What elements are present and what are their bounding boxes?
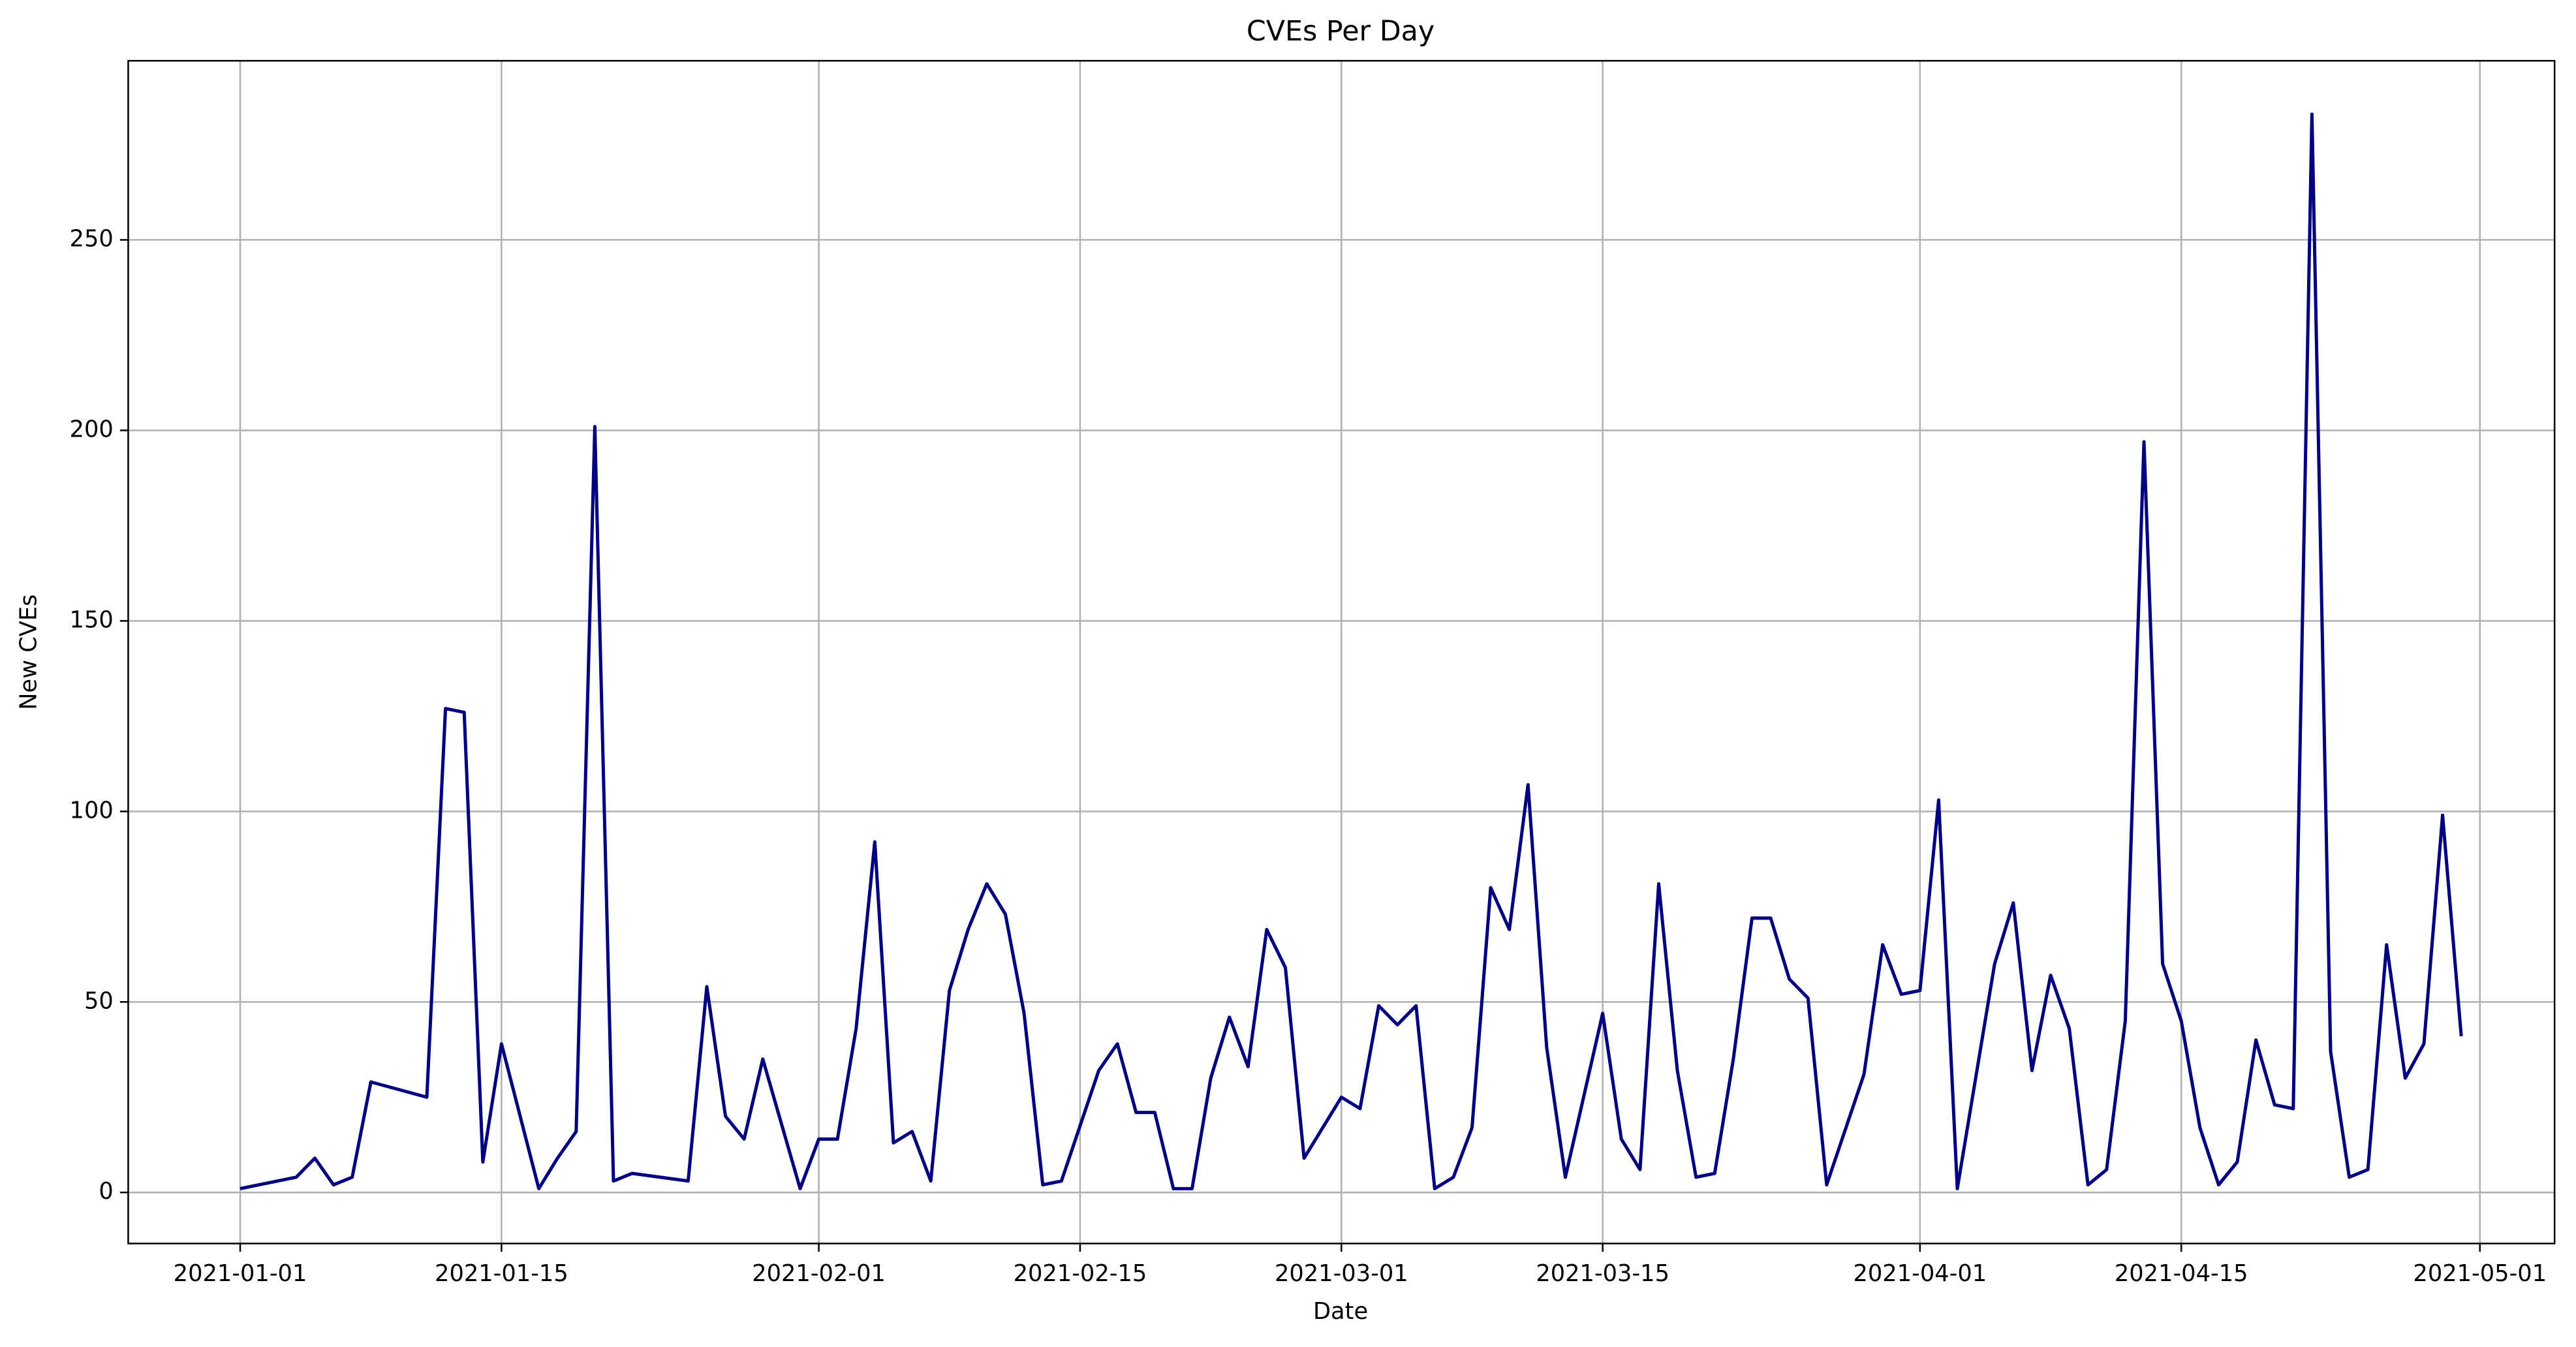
x-tick-label: 2021-01-01 xyxy=(174,1260,307,1287)
x-tick-label: 2021-03-15 xyxy=(1536,1260,1669,1287)
y-axis-label: New CVEs xyxy=(15,595,42,710)
x-tick-label: 2021-02-15 xyxy=(1014,1260,1147,1287)
x-axis-label: Date xyxy=(1313,1298,1368,1325)
x-tick-label: 2021-05-01 xyxy=(2413,1260,2547,1287)
y-tick-label: 200 xyxy=(70,416,114,442)
x-tick-label: 2021-02-01 xyxy=(752,1260,886,1287)
y-tick-label: 150 xyxy=(70,606,114,633)
data-line xyxy=(240,112,2463,1190)
x-tick-label: 2021-04-01 xyxy=(1853,1260,1987,1287)
x-tick-label: 2021-04-15 xyxy=(2115,1260,2248,1287)
y-tick-label: 50 xyxy=(84,987,114,1014)
x-tick-label: 2021-01-15 xyxy=(435,1260,568,1287)
chart-title: CVEs Per Day xyxy=(1247,15,1435,48)
y-tick-label: 250 xyxy=(70,226,114,253)
x-tick-label: 2021-03-01 xyxy=(1275,1260,1408,1287)
plot-frame xyxy=(127,59,2556,1245)
y-tick-label: 0 xyxy=(99,1178,113,1205)
y-tick-label: 100 xyxy=(70,797,114,824)
